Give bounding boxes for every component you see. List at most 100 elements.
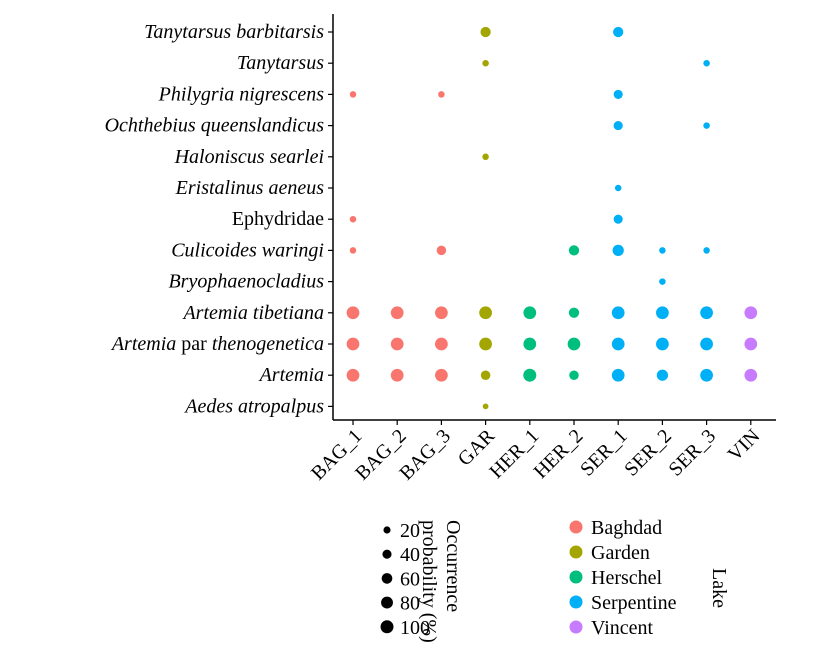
size-legend-label-60: 60 xyxy=(400,568,420,590)
point-artemia-tibetiana-bag_1 xyxy=(346,306,360,320)
color-legend-label-vincent: Vincent xyxy=(591,617,654,639)
size-legend-label-100: 100 xyxy=(400,617,430,639)
point-artemia-tibetiana-bag_2 xyxy=(390,306,404,320)
x-label-bag_3: BAG_3 xyxy=(395,425,455,485)
size-legend-key-100 xyxy=(380,620,394,634)
plot-area: Tanytarsus barbitarsis Tanytarsus Philygri… xyxy=(105,14,776,485)
point-philygria-nigrescens-bag_1 xyxy=(349,91,357,98)
color-legend-title: Lake xyxy=(708,568,730,608)
x-label-vin: VIN xyxy=(724,425,765,466)
point-philygria-nigrescens-ser_1 xyxy=(613,89,623,99)
point-artemia-ser_3 xyxy=(700,368,713,382)
size-legend-key-40 xyxy=(382,549,392,559)
point-artemia-parthenogenetica-bag_1 xyxy=(346,337,360,351)
size-legend-label-20: 20 xyxy=(400,520,420,542)
y-axis-ticks: Tanytarsus barbitarsis Tanytarsus Philygri… xyxy=(105,21,333,417)
point-artemia-tibetiana-ser_3 xyxy=(700,306,713,320)
color-legend-label-baghdad: Baghdad xyxy=(591,517,662,539)
point-artemia-bag_1 xyxy=(346,368,360,382)
y-label-ochthebius-queenslandicus: Ochthebius queenslandicus xyxy=(105,115,325,137)
point-culicoides-waringi-ser_2 xyxy=(659,247,666,254)
y-label-tanytarsus: Tanytarsus xyxy=(237,52,324,74)
point-artemia-ser_2 xyxy=(656,369,669,381)
point-ephydridae-ser_1 xyxy=(613,214,623,224)
point-artemia-parthenogenetica-gar xyxy=(479,337,492,351)
point-artemia-parthenogenetica-bag_3 xyxy=(435,337,448,351)
color-legend-key-vincent xyxy=(569,620,583,634)
point-artemia-tibetiana-bag_3 xyxy=(435,306,448,320)
color-legend-label-serpentine: Serpentine xyxy=(591,592,677,614)
point-artemia-parthenogenetica-ser_1 xyxy=(611,337,625,351)
point-culicoides-waringi-ser_3 xyxy=(703,247,710,254)
x-label-her_2: HER_2 xyxy=(530,425,588,483)
color-legend-key-herschel xyxy=(569,570,583,584)
size-legend-key-20 xyxy=(383,526,391,534)
y-label-haloniscus-searlei: Haloniscus searlei xyxy=(174,146,324,168)
x-label-ser_3: SER_3 xyxy=(664,425,720,481)
point-tanytarsus-gar xyxy=(482,59,489,67)
y-label-artemia-parthenogenetica: Artemia par thenogenetica xyxy=(110,333,324,355)
point-culicoides-waringi-bag_3 xyxy=(436,245,447,256)
point-artemia-tibetiana-vin xyxy=(744,306,758,320)
point-culicoides-waringi-bag_1 xyxy=(349,247,357,254)
point-ochthebius-queenslandicus-ser_3 xyxy=(703,122,710,129)
color-legend-label-herschel: Herschel xyxy=(591,567,663,589)
y-label-ephydridae: Ephydridae xyxy=(232,208,324,230)
size-legend-label-80: 80 xyxy=(400,593,420,615)
y-label-artemia-tibetiana: Artemia tibetiana xyxy=(181,302,324,324)
size-legend-title: Occurrenceprobability (%) xyxy=(418,520,464,643)
color-legend-key-garden xyxy=(569,545,583,559)
y-label-artemia: Artemia xyxy=(258,364,324,386)
point-eristalinus-aeneus-ser_1 xyxy=(614,184,622,192)
y-label-tanytarsus-barbitarsis: Tanytarsus barbitarsis xyxy=(144,21,324,43)
size-legend-label-40: 40 xyxy=(400,544,420,566)
color-legend-key-baghdad xyxy=(569,520,583,534)
point-artemia-gar xyxy=(480,370,491,380)
x-label-her_1: HER_1 xyxy=(485,425,543,483)
y-label-bryophaenocladius: Bryophaenocladius xyxy=(168,271,324,293)
point-artemia-tibetiana-her_1 xyxy=(523,306,537,320)
point-bryophaenocladius-ser_2 xyxy=(659,278,666,285)
point-artemia-vin xyxy=(744,368,758,382)
point-artemia-parthenogenetica-her_2 xyxy=(567,337,581,351)
point-ephydridae-bag_1 xyxy=(349,215,357,223)
size-legend-key-80 xyxy=(381,596,393,609)
point-artemia-parthenogenetica-her_1 xyxy=(523,337,537,351)
y-label-philygria-nigrescens: Philygria nigrescens xyxy=(158,83,325,105)
size-legend-key-60 xyxy=(381,573,393,584)
x-label-ser_2: SER_2 xyxy=(620,425,676,481)
x-label-ser_1: SER_1 xyxy=(576,425,632,481)
point-artemia-tibetiana-ser_2 xyxy=(656,306,669,320)
point-artemia-bag_2 xyxy=(390,368,404,382)
color-legend: Baghdad Garden Herschel Serpentine Vincent La… xyxy=(569,517,730,639)
point-artemia-tibetiana-gar xyxy=(479,306,492,320)
point-artemia-bag_3 xyxy=(435,368,448,382)
point-artemia-parthenogenetica-ser_2 xyxy=(656,337,669,351)
point-tanytarsus-barbitarsis-ser_1 xyxy=(613,26,624,38)
point-aedes-atropalpus-gar xyxy=(482,403,489,410)
point-artemia-parthenogenetica-vin xyxy=(744,337,758,351)
point-culicoides-waringi-ser_1 xyxy=(612,244,624,257)
y-label-eristalinus-aeneus: Eristalinus aeneus xyxy=(175,177,325,199)
point-culicoides-waringi-her_2 xyxy=(568,245,580,256)
point-artemia-parthenogenetica-ser_3 xyxy=(700,337,713,351)
point-artemia-her_1 xyxy=(523,368,537,382)
color-legend-key-serpentine xyxy=(569,595,583,609)
y-label-culicoides-waringi: Culicoides waringi xyxy=(171,239,324,261)
x-axis-ticks: BAG_1BAG_2BAG_3GARHER_1HER_2SER_1SER_2SE… xyxy=(307,420,764,485)
data-points xyxy=(346,26,758,410)
point-haloniscus-searlei-gar xyxy=(482,153,489,161)
point-philygria-nigrescens-bag_3 xyxy=(438,91,445,98)
point-tanytarsus-ser_3 xyxy=(703,59,710,67)
y-label-aedes-atropalpus: Aedes atropalpus xyxy=(183,395,324,417)
point-tanytarsus-barbitarsis-gar xyxy=(480,26,491,38)
point-artemia-tibetiana-her_2 xyxy=(568,307,580,318)
point-artemia-tibetiana-ser_1 xyxy=(611,306,625,320)
point-artemia-parthenogenetica-bag_2 xyxy=(390,337,404,351)
point-artemia-her_2 xyxy=(569,370,579,380)
point-artemia-ser_1 xyxy=(611,368,625,382)
color-legend-label-garden: Garden xyxy=(591,542,650,564)
point-ochthebius-queenslandicus-ser_1 xyxy=(613,121,623,131)
